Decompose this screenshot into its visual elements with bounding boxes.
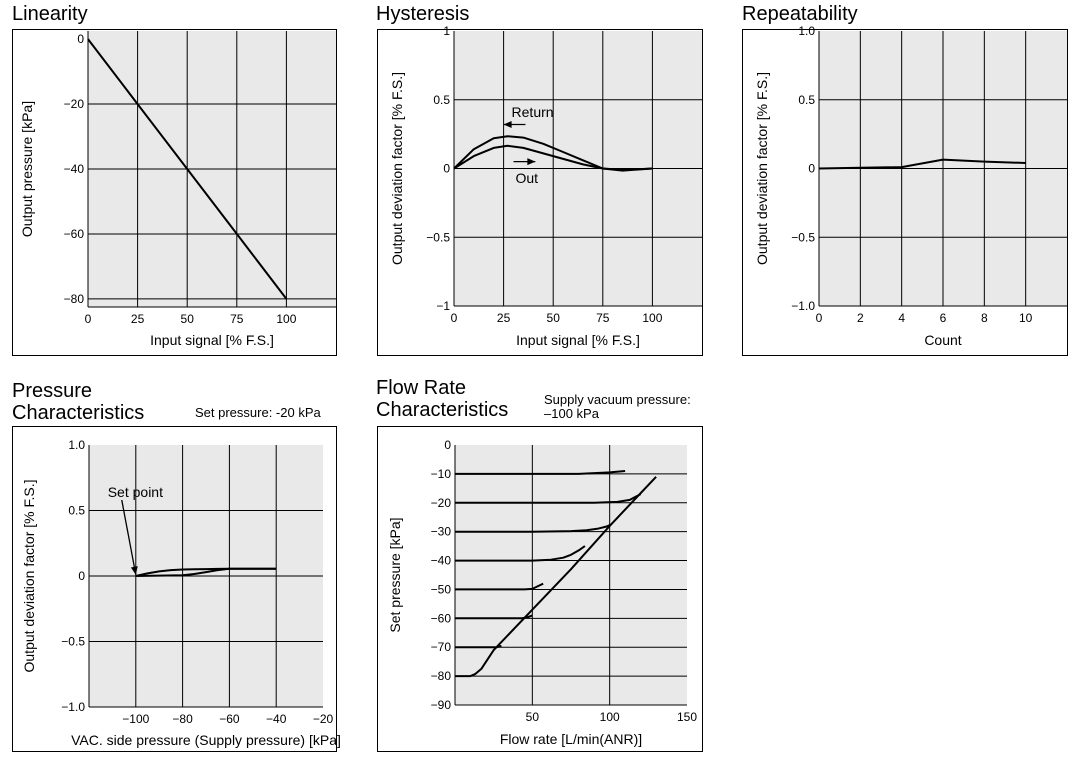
hysteresis-annotation-arrowhead bbox=[527, 158, 536, 166]
repeatability-y-tick-label: 1.0 bbox=[798, 24, 815, 38]
hysteresis-x-tick-label: 75 bbox=[596, 311, 610, 325]
pressure-annotation-arrow bbox=[121, 499, 137, 575]
repeatability-x-axis-label: Count bbox=[924, 332, 961, 348]
linearity-y-tick-label: −80 bbox=[64, 292, 85, 306]
pressure-series-lower bbox=[135, 567, 277, 577]
hysteresis-x-tick-label: 25 bbox=[497, 311, 511, 325]
hysteresis-x-tick-label: 50 bbox=[547, 311, 561, 325]
chart-title-flow: Flow Rate Characteristics bbox=[376, 377, 509, 421]
hysteresis-y-tick-label: 0.5 bbox=[433, 93, 450, 107]
flow-series--60 bbox=[455, 614, 533, 620]
pressure-annotation: Set point bbox=[108, 484, 163, 500]
pressure-x-tick-label: −80 bbox=[172, 712, 193, 726]
repeatability-series-deviation bbox=[818, 158, 1026, 170]
pressure-y-axis-label: Output deviation factor [% F.S.] bbox=[21, 480, 37, 673]
pressure-y-tick-label: 1.0 bbox=[68, 438, 85, 452]
panel-flow bbox=[377, 426, 703, 752]
chart-title-linearity: Linearity bbox=[12, 3, 88, 25]
flow-plot-area bbox=[455, 445, 687, 705]
repeatability-x-tick-label: 6 bbox=[940, 311, 947, 325]
linearity-x-tick-label: 25 bbox=[131, 312, 145, 326]
flow-series--40 bbox=[455, 545, 586, 562]
linearity-y-tick-label: −60 bbox=[64, 227, 85, 241]
subtitle-set-pressure: Set pressure: -20 kPa bbox=[195, 405, 321, 420]
hysteresis-annotation: Return bbox=[512, 104, 554, 120]
flow-series--30 bbox=[455, 523, 612, 533]
linearity-x-tick-label: 0 bbox=[85, 312, 92, 326]
linearity-y-tick-label: −40 bbox=[64, 162, 85, 176]
linearity-y-tick-label: 0 bbox=[77, 32, 84, 46]
subtitle-supply-vacuum: Supply vacuum pressure: –100 kPa bbox=[544, 392, 691, 421]
hysteresis-x-tick-label: 0 bbox=[451, 311, 458, 325]
flow-y-tick-label: −60 bbox=[431, 611, 452, 625]
chart-title-hysteresis: Hysteresis bbox=[376, 3, 470, 25]
panel-hysteresis bbox=[377, 29, 703, 356]
hysteresis-annotation-arrowhead bbox=[503, 121, 512, 128]
hysteresis-y-tick-label: 1 bbox=[443, 24, 450, 38]
pressure-annotation-arrowhead bbox=[130, 566, 138, 575]
panel-repeatability bbox=[742, 29, 1068, 356]
pressure-x-tick-label: −20 bbox=[313, 712, 334, 726]
hysteresis-y-tick-label: 0 bbox=[443, 162, 450, 176]
linearity-series-output bbox=[87, 38, 288, 300]
pressure-x-axis-label: VAC. side pressure (Supply pressure) [kP… bbox=[71, 732, 341, 748]
flow-y-tick-label: −50 bbox=[431, 582, 452, 596]
repeatability-x-tick-label: 4 bbox=[898, 311, 905, 325]
flow-series--50 bbox=[455, 582, 544, 591]
linearity-x-tick-label: 50 bbox=[181, 312, 195, 326]
flow-y-tick-label: 0 bbox=[444, 438, 451, 452]
hysteresis-y-axis-label: Output deviation factor [% F.S.] bbox=[389, 72, 405, 265]
flow-x-axis-label: Flow rate [L/min(ANR)] bbox=[500, 731, 642, 747]
flow-y-axis-label: Set pressure [kPa] bbox=[387, 517, 403, 632]
flow-y-tick-label: −90 bbox=[431, 698, 452, 712]
repeatability-y-tick-label: 0.5 bbox=[798, 93, 815, 107]
flow-y-tick-label: −40 bbox=[431, 554, 452, 568]
pressure-y-tick-label: −0.5 bbox=[61, 635, 85, 649]
hysteresis-y-tick-label: −0.5 bbox=[426, 230, 450, 244]
hysteresis-y-tick-label: −1 bbox=[436, 299, 450, 313]
chart-title-pressure: Pressure Characteristics bbox=[12, 380, 145, 424]
flow-y-tick-label: −10 bbox=[431, 467, 452, 481]
flow-x-tick-label: 100 bbox=[600, 710, 620, 724]
repeatability-x-tick-label: 8 bbox=[981, 311, 988, 325]
repeatability-x-tick-label: 0 bbox=[816, 311, 823, 325]
panel-linearity bbox=[12, 29, 337, 356]
flow-series--10 bbox=[455, 470, 626, 475]
pressure-y-tick-label: 0 bbox=[78, 569, 85, 583]
hysteresis-x-tick-label: 100 bbox=[642, 311, 662, 325]
linearity-y-axis-label: Output pressure [kPa] bbox=[19, 101, 35, 237]
pressure-x-tick-label: −40 bbox=[266, 712, 287, 726]
flow-y-tick-label: −70 bbox=[431, 640, 452, 654]
pressure-x-tick-label: −60 bbox=[219, 712, 240, 726]
linearity-x-tick-label: 100 bbox=[276, 312, 296, 326]
repeatability-y-tick-label: −1.0 bbox=[791, 299, 815, 313]
flow-series--20 bbox=[455, 493, 642, 504]
flow-series-limit bbox=[455, 476, 657, 678]
repeatability-y-axis-label: Output deviation factor [% F.S.] bbox=[754, 72, 770, 265]
pressure-y-tick-label: −1.0 bbox=[61, 700, 85, 714]
flow-y-tick-label: −30 bbox=[431, 525, 452, 539]
hysteresis-annotation: Out bbox=[516, 170, 539, 186]
hysteresis-series-Out bbox=[453, 144, 653, 172]
repeatability-x-tick-label: 10 bbox=[1019, 311, 1033, 325]
flow-y-tick-label: −20 bbox=[431, 496, 452, 510]
repeatability-x-tick-label: 2 bbox=[857, 311, 864, 325]
linearity-x-tick-label: 75 bbox=[230, 312, 244, 326]
panel-pressure bbox=[12, 426, 337, 752]
flow-x-tick-label: 50 bbox=[526, 710, 540, 724]
repeatability-y-tick-label: −0.5 bbox=[791, 230, 815, 244]
linearity-x-axis-label: Input signal [% F.S.] bbox=[150, 332, 274, 348]
hysteresis-x-axis-label: Input signal [% F.S.] bbox=[516, 332, 640, 348]
repeatability-y-tick-label: 0 bbox=[808, 162, 815, 176]
chart-title-repeatability: Repeatability bbox=[742, 3, 858, 25]
flow-y-tick-label: −80 bbox=[431, 669, 452, 683]
pressure-x-tick-label: −100 bbox=[122, 712, 149, 726]
flow-x-tick-label: 150 bbox=[677, 710, 697, 724]
pressure-y-tick-label: 0.5 bbox=[68, 504, 85, 518]
linearity-y-tick-label: −20 bbox=[64, 97, 85, 111]
